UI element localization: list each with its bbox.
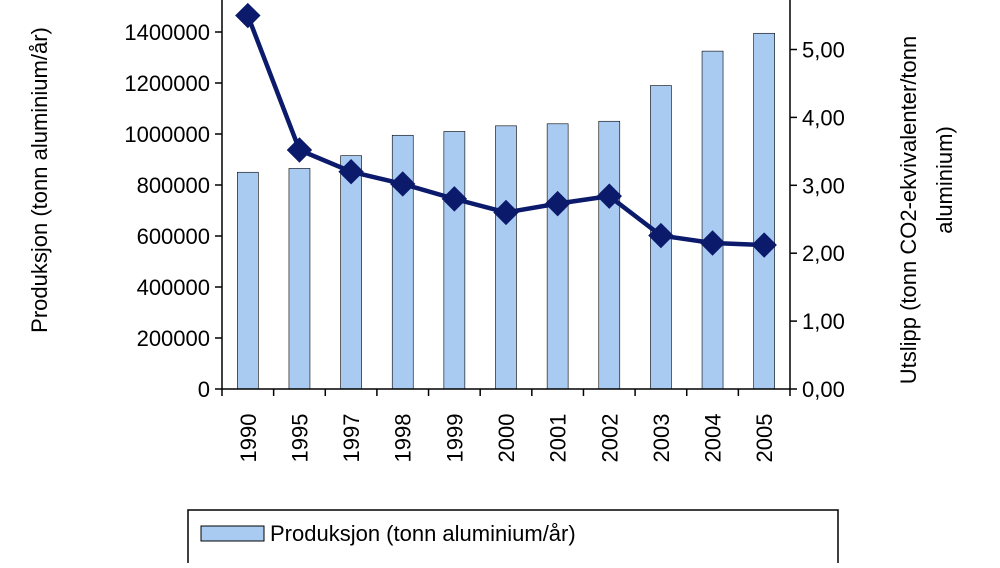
right-axis-label-line2: aluminium) [932, 126, 957, 234]
emission-point-1998 [390, 171, 416, 197]
emission-line [235, 2, 777, 258]
legend-box [187, 509, 839, 568]
right-tick-label: 0,00 [802, 377, 845, 402]
x-tick-label-1997: 1997 [339, 414, 364, 463]
bar-1995 [288, 168, 311, 390]
emission-point-2000 [493, 199, 519, 226]
emission-point-2003 [648, 222, 674, 249]
left-tick-label: 0 [198, 377, 210, 402]
legend-swatch-production [200, 525, 265, 542]
left-tick-label: 400000 [137, 275, 210, 300]
x-tick-label-2000: 2000 [494, 414, 519, 463]
left-tick-label: 1200000 [124, 71, 210, 96]
legend: Produksjon (tonn aluminium/år) [187, 509, 839, 568]
emission-point-1999 [441, 186, 468, 212]
left-tick-label: 1000000 [124, 122, 210, 147]
left-tick-label: 600000 [137, 224, 210, 249]
bar-1999 [443, 131, 466, 390]
bar-1990 [237, 171, 259, 390]
left-tick-label: 800000 [137, 173, 210, 198]
x-tick-label-1998: 1998 [391, 414, 416, 463]
left-y-axis: 0 200000 400000 600000 800000 1000000 1200000 1… [124, 0, 223, 402]
emission-point-1990 [235, 2, 261, 29]
bar-1997 [340, 155, 362, 390]
bar-2001 [546, 123, 569, 390]
legend-label-production: Produksjon (tonn aluminium/år) [270, 521, 576, 546]
x-axis: 1990 1995 1997 1998 1999 2000 2001 2002 2003 2004… [221, 388, 791, 463]
x-tick-label-1990: 1990 [236, 414, 261, 463]
right-tick-label: 1,00 [802, 309, 845, 334]
x-tick-label-2005: 2005 [752, 414, 777, 463]
x-tick-label-2003: 2003 [649, 414, 674, 463]
left-axis-label: Produksjon (tonn aluminium/år) [27, 27, 52, 333]
x-tick-label-1995: 1995 [287, 414, 312, 463]
bar-2000 [495, 125, 517, 390]
bar-2004 [701, 50, 724, 390]
left-tick-label: 200000 [137, 326, 210, 351]
x-tick-label-2004: 2004 [701, 414, 726, 463]
right-y-axis: 0,00 1,00 2,00 3,00 4,00 5,00 [789, 0, 845, 402]
emission-point-2004 [699, 230, 726, 256]
emission-point-1997 [338, 159, 364, 185]
left-tick-label: 1400000 [124, 20, 210, 45]
bar-2002 [598, 120, 621, 390]
emission-point-1995 [286, 137, 313, 163]
x-tick-label-2001: 2001 [546, 414, 571, 463]
emission-point-2005 [751, 232, 777, 258]
bar-2005 [753, 32, 775, 390]
emission-point-2001 [544, 190, 571, 217]
right-axis-label-line1: Utslipp (tonn CO2-ekvivalenter/tonn [896, 36, 921, 385]
right-tick-label: 4,00 [802, 105, 845, 130]
x-tick-label-1999: 1999 [442, 414, 467, 463]
x-tick-label-2002: 2002 [597, 414, 622, 463]
right-tick-label: 2,00 [802, 241, 845, 266]
right-tick-label: 3,00 [802, 173, 845, 198]
emission-point-2002 [596, 183, 622, 209]
right-tick-label: 5,00 [802, 38, 845, 63]
